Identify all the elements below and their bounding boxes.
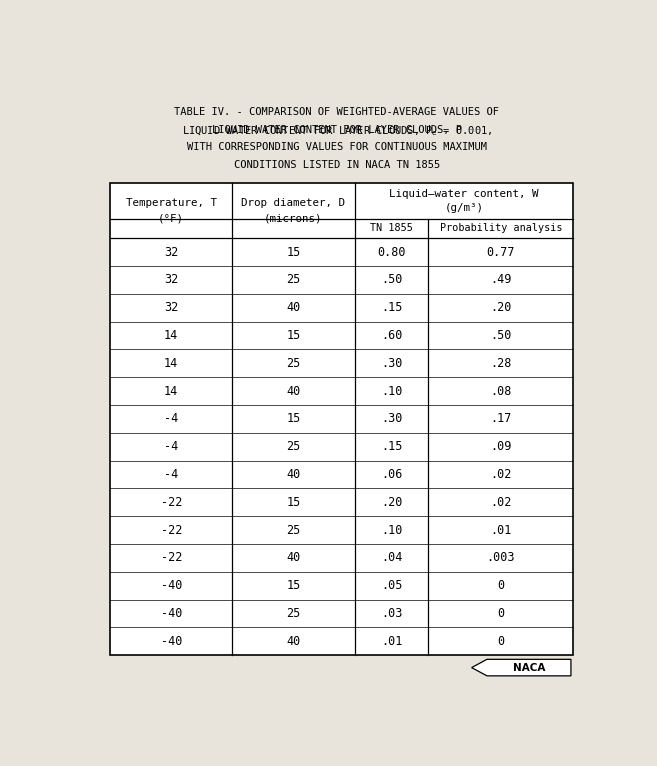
Text: 15: 15 [286,496,300,509]
Text: .30: .30 [381,412,402,425]
Text: -22: -22 [160,496,182,509]
Text: 32: 32 [164,301,178,314]
Text: -40: -40 [160,579,182,592]
Text: .10: .10 [381,385,402,398]
Polygon shape [472,660,571,676]
Text: Drop diameter, D
(microns): Drop diameter, D (microns) [241,198,346,223]
Text: -40: -40 [160,607,182,620]
Text: 0.77: 0.77 [487,246,515,259]
Text: 32: 32 [164,246,178,259]
Text: .50: .50 [381,273,402,286]
Text: .09: .09 [490,440,512,453]
Text: 40: 40 [286,301,300,314]
Text: 14: 14 [164,329,178,342]
Text: .003: .003 [487,552,515,565]
Text: .28: .28 [490,357,512,370]
Text: WITH CORRESPONDING VALUES FOR CONTINUOUS MAXIMUM: WITH CORRESPONDING VALUES FOR CONTINUOUS… [187,142,487,152]
Text: 40: 40 [286,552,300,565]
Text: -4: -4 [164,412,178,425]
Text: .08: .08 [490,385,512,398]
Text: 40: 40 [286,468,300,481]
Text: Probability analysis: Probability analysis [440,224,562,234]
Text: 0: 0 [497,579,505,592]
Text: NACA: NACA [513,663,545,673]
Text: 15: 15 [286,579,300,592]
Text: 25: 25 [286,273,300,286]
Text: 40: 40 [286,635,300,648]
Text: Liquid–water content, W
(g/m³): Liquid–water content, W (g/m³) [389,188,539,214]
Text: .01: .01 [490,524,512,537]
Text: .17: .17 [490,412,512,425]
Text: -22: -22 [160,524,182,537]
Text: .02: .02 [490,496,512,509]
Text: 0: 0 [497,635,505,648]
Text: CONDITIONS LISTED IN NACA TN 1855: CONDITIONS LISTED IN NACA TN 1855 [234,160,440,170]
Text: TABLE IV. - COMPARISON OF WEIGHTED-AVERAGE VALUES OF: TABLE IV. - COMPARISON OF WEIGHTED-AVERA… [174,106,499,116]
Text: -4: -4 [164,440,178,453]
Text: .30: .30 [381,357,402,370]
Text: -4: -4 [164,468,178,481]
Text: .02: .02 [490,468,512,481]
Text: 25: 25 [286,607,300,620]
Text: .10: .10 [381,524,402,537]
Text: 32: 32 [164,273,178,286]
Text: Temperature, T
(°F): Temperature, T (°F) [125,198,217,223]
Text: .15: .15 [381,440,402,453]
Text: 15: 15 [286,329,300,342]
Text: LIQUID WATER CONTENT FOR LAYER CLOUDS, $\mathtt{P_e}$ = 0.001,: LIQUID WATER CONTENT FOR LAYER CLOUDS, $… [181,124,492,138]
Text: 14: 14 [164,385,178,398]
Text: 40: 40 [286,385,300,398]
Text: -22: -22 [160,552,182,565]
Text: 25: 25 [286,440,300,453]
Text: LIQUID WATER CONTENT FOR LAYER CLOUDS, P: LIQUID WATER CONTENT FOR LAYER CLOUDS, P [212,124,462,134]
Text: 15: 15 [286,412,300,425]
Text: 25: 25 [286,524,300,537]
Text: 15: 15 [286,246,300,259]
Text: .15: .15 [381,301,402,314]
Text: .60: .60 [381,329,402,342]
Text: .04: .04 [381,552,402,565]
Text: .05: .05 [381,579,402,592]
Text: 0: 0 [497,607,505,620]
Text: TN 1855: TN 1855 [370,224,413,234]
Bar [110,183,574,655]
Text: .20: .20 [490,301,512,314]
Text: .49: .49 [490,273,512,286]
Text: 0.80: 0.80 [377,246,406,259]
Text: .01: .01 [381,635,402,648]
Text: 25: 25 [286,357,300,370]
Text: .20: .20 [381,496,402,509]
Text: .03: .03 [381,607,402,620]
Text: -40: -40 [160,635,182,648]
Text: .06: .06 [381,468,402,481]
Text: .50: .50 [490,329,512,342]
Text: 14: 14 [164,357,178,370]
